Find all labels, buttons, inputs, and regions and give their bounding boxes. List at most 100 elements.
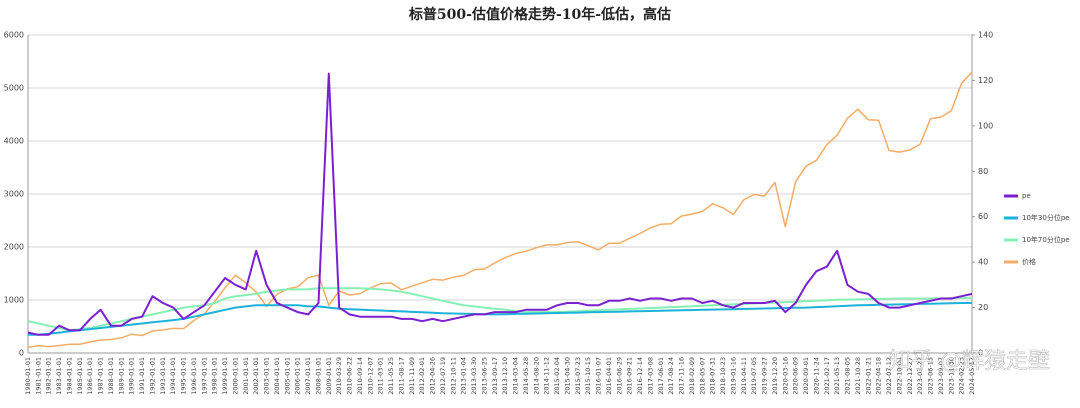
x-tick-label: 2007-01-01 bbox=[304, 357, 312, 395]
x-tick-label: 2016-09-21 bbox=[626, 357, 634, 395]
x-tick-label: 2011-03-01 bbox=[377, 357, 385, 395]
x-tick-label: 1991-01-01 bbox=[138, 357, 146, 395]
x-tick-label: 2014-05-28 bbox=[522, 357, 530, 395]
y2-tick-label: 120 bbox=[978, 76, 993, 85]
x-tick-label: 2018-02-09 bbox=[688, 357, 696, 395]
x-tick-label: 2011-08-17 bbox=[397, 357, 405, 395]
x-tick-label: 2023-11-30 bbox=[947, 357, 955, 395]
x-tick-label: 2012-02-01 bbox=[418, 357, 426, 395]
x-tick-label: 1998-01-01 bbox=[211, 357, 219, 395]
x-tick-label: 1994-01-01 bbox=[169, 357, 177, 395]
x-tick-label: 2024-02-23 bbox=[958, 357, 966, 395]
x-tick-label: 2013-06-25 bbox=[480, 357, 488, 395]
x-tick-label: 2018-05-07 bbox=[698, 357, 706, 395]
y-tick-label: 6000 bbox=[4, 31, 24, 40]
y-tick-label: 0 bbox=[19, 349, 24, 358]
x-tick-label: 2013-09-17 bbox=[491, 357, 499, 395]
x-tick-label: 1993-01-01 bbox=[159, 357, 167, 395]
x-tick-label: 2019-12-20 bbox=[771, 357, 779, 395]
x-tick-label: 2011-11-09 bbox=[408, 357, 416, 395]
y-tick-label: 4000 bbox=[4, 137, 24, 146]
x-tick-label: 1981-01-01 bbox=[34, 357, 42, 395]
x-tick-label: 2012-04-26 bbox=[429, 357, 437, 395]
legend-label: pe bbox=[1022, 192, 1031, 200]
x-tick-label: 2010-06-22 bbox=[346, 357, 354, 395]
x-tick-label: 2015-04-30 bbox=[563, 357, 571, 395]
x-tick-label: 2003-01-01 bbox=[263, 357, 271, 395]
x-tick-label: 2004-01-01 bbox=[273, 357, 281, 395]
x-tick-label: 2016-04-01 bbox=[605, 357, 613, 395]
x-tick-label: 2020-11-24 bbox=[812, 357, 820, 395]
x-tick-label: 2013-12-10 bbox=[501, 357, 509, 395]
x-tick-label: 2019-07-05 bbox=[750, 357, 758, 395]
x-tick-label: 1989-01-01 bbox=[117, 357, 125, 395]
x-tick-label: 2021-02-17 bbox=[823, 357, 831, 395]
x-tick-label: 2023-09-07 bbox=[937, 357, 945, 395]
x-tick-label: 1983-01-01 bbox=[55, 357, 63, 395]
legend-label: 10年30分位pe bbox=[1022, 213, 1070, 222]
x-tick-label: 2022-01-21 bbox=[864, 357, 872, 395]
x-tick-label: 2021-10-28 bbox=[854, 357, 862, 395]
x-tick-label: 2015-07-23 bbox=[574, 357, 582, 395]
x-tick-label: 2000-01-01 bbox=[231, 357, 239, 395]
x-tick-label: 1995-01-01 bbox=[180, 357, 188, 395]
x-tick-label: 2010-03-29 bbox=[335, 357, 343, 395]
x-tick-label: 1986-01-01 bbox=[86, 357, 94, 395]
x-tick-label: 2009-01-01 bbox=[325, 357, 333, 395]
y2-tick-label: 40 bbox=[978, 258, 988, 267]
series-line bbox=[28, 302, 972, 336]
x-tick-label: 2014-03-04 bbox=[512, 357, 520, 395]
x-tick-label: 2010-09-14 bbox=[356, 357, 364, 395]
x-tick-label: 2011-05-25 bbox=[387, 357, 395, 395]
x-tick-label: 2021-08-05 bbox=[844, 357, 852, 395]
x-tick-label: 2001-01-01 bbox=[242, 357, 250, 395]
x-tick-label: 2022-07-12 bbox=[885, 357, 893, 395]
y2-tick-label: 0 bbox=[978, 349, 983, 358]
x-tick-label: 2020-06-09 bbox=[792, 357, 800, 395]
x-tick-label: 2014-11-12 bbox=[543, 357, 551, 395]
x-tick-label: 2018-07-31 bbox=[709, 357, 717, 395]
x-tick-label: 1987-01-01 bbox=[97, 357, 105, 395]
x-tick-label: 2021-05-13 bbox=[833, 357, 841, 395]
x-tick-label: 2023-03-22 bbox=[916, 357, 924, 395]
x-tick-label: 2016-01-07 bbox=[595, 357, 603, 395]
x-tick-label: 2018-10-23 bbox=[719, 357, 727, 395]
x-tick-label: 2015-10-15 bbox=[584, 357, 592, 395]
y-tick-label: 5000 bbox=[4, 84, 24, 93]
x-tick-label: 2019-01-16 bbox=[729, 357, 737, 395]
x-tick-label: 2013-01-04 bbox=[460, 357, 468, 395]
x-tick-label: 1997-01-01 bbox=[200, 357, 208, 395]
y2-tick-label: 140 bbox=[978, 31, 993, 40]
x-tick-label: 2020-09-01 bbox=[802, 357, 810, 395]
y2-tick-label: 100 bbox=[978, 121, 993, 130]
x-tick-label: 2014-08-20 bbox=[532, 357, 540, 395]
x-tick-label: 2017-06-01 bbox=[657, 357, 665, 395]
x-tick-label: 2022-10-04 bbox=[895, 357, 903, 395]
series-line bbox=[27, 71, 973, 348]
x-tick-label: 2023-06-15 bbox=[927, 357, 935, 395]
x-tick-label: 2015-02-04 bbox=[553, 357, 561, 395]
x-tick-label: 1999-01-01 bbox=[221, 357, 229, 395]
x-tick-label: 2022-04-18 bbox=[875, 357, 883, 395]
x-tick-label: 2008-01-01 bbox=[314, 357, 322, 395]
x-tick-label: 2024-05-17 bbox=[968, 357, 976, 395]
x-tick-label: 2002-01-01 bbox=[252, 357, 260, 395]
x-tick-label: 2012-07-19 bbox=[439, 357, 447, 395]
y2-tick-label: 80 bbox=[978, 167, 988, 176]
x-tick-label: 2017-11-16 bbox=[678, 357, 686, 395]
x-tick-label: 2022-12-27 bbox=[906, 357, 914, 395]
x-tick-label: 2017-03-08 bbox=[646, 357, 654, 395]
x-tick-label: 1996-01-01 bbox=[190, 357, 198, 395]
legend-label: 10年70分位pe bbox=[1022, 235, 1070, 244]
x-tick-label: 2017-08-24 bbox=[667, 357, 675, 395]
x-tick-label: 2006-01-01 bbox=[294, 357, 302, 395]
y2-tick-label: 60 bbox=[978, 212, 988, 221]
x-tick-label: 1980-01-01 bbox=[24, 357, 32, 395]
y-tick-label: 1000 bbox=[4, 296, 24, 305]
x-tick-label: 2019-04-11 bbox=[740, 357, 748, 395]
x-tick-label: 2013-03-30 bbox=[470, 357, 478, 395]
y2-tick-label: 20 bbox=[978, 303, 988, 312]
x-tick-label: 1982-01-01 bbox=[45, 357, 53, 395]
x-tick-label: 1985-01-01 bbox=[76, 357, 84, 395]
x-tick-label: 2020-03-16 bbox=[781, 357, 789, 395]
